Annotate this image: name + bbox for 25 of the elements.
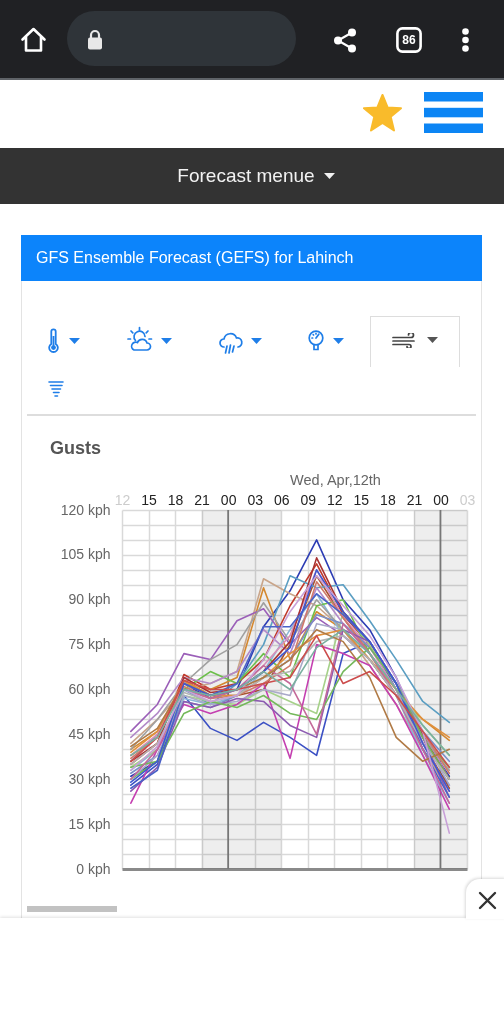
x-tick-label: 00 [433,491,449,508]
x-tick-label: 15 [141,491,158,508]
y-tick-label: 90 kph [68,591,111,608]
chart-subtitle: Gusts [50,438,102,459]
x-tick-label: 21 [406,491,423,508]
y-tick-label: 30 kph [68,770,111,787]
text: Forecast menue [177,165,315,187]
y-tick-label: 105 kph [60,546,111,563]
x-tick-label: 06 [273,491,290,508]
y-tick-label: 45 kph [68,725,111,742]
x-tick-label: 18 [380,491,396,508]
chart-title: GFS Ensemble Forecast (GEFS) for Lahinch [36,248,354,268]
x-tick-label: 12 [327,491,343,508]
x-tick-label: 00 [220,491,237,508]
y-tick-label: 15 kph [68,815,111,832]
x-tick-label: 09 [300,491,317,508]
x-tick-label: 15 [353,491,370,508]
y-tick-label: 60 kph [68,681,111,697]
y-tick-label: 0 kph [76,860,111,877]
x-tick-label: 21 [194,491,211,508]
x-tick-label: 03 [247,491,264,508]
x-axis-title: Wed, Apr,12th [290,471,381,488]
x-tick-label: 18 [167,491,184,508]
y-tick-label: 120 kph [60,501,111,518]
y-tick-label: 75 kph [68,636,111,653]
